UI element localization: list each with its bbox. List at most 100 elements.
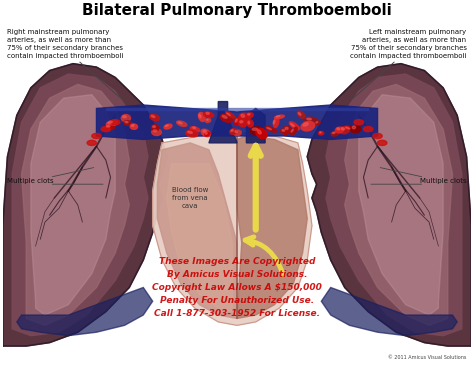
Polygon shape xyxy=(321,287,457,336)
Ellipse shape xyxy=(303,123,308,126)
Polygon shape xyxy=(237,136,307,318)
Polygon shape xyxy=(97,105,377,139)
Polygon shape xyxy=(307,64,471,346)
Ellipse shape xyxy=(108,122,112,123)
Ellipse shape xyxy=(291,127,297,135)
Ellipse shape xyxy=(344,126,356,132)
Ellipse shape xyxy=(301,122,315,131)
Ellipse shape xyxy=(285,127,288,130)
Ellipse shape xyxy=(92,134,101,139)
Ellipse shape xyxy=(206,133,207,134)
Ellipse shape xyxy=(246,113,253,118)
Text: Blood flow
from vena
cava: Blood flow from vena cava xyxy=(172,187,209,209)
Ellipse shape xyxy=(132,124,134,127)
Ellipse shape xyxy=(337,128,339,130)
Text: Left mainstream pulmonary
arteries, as well as more than
75% of their secondary : Left mainstream pulmonary arteries, as w… xyxy=(350,29,466,59)
Ellipse shape xyxy=(227,113,230,115)
Ellipse shape xyxy=(230,128,237,134)
Polygon shape xyxy=(153,132,312,325)
Text: © 2011 Amicus Visual Solutions: © 2011 Amicus Visual Solutions xyxy=(388,355,466,360)
Ellipse shape xyxy=(152,125,159,131)
Ellipse shape xyxy=(283,126,292,133)
Ellipse shape xyxy=(178,122,182,124)
Ellipse shape xyxy=(352,126,356,129)
Ellipse shape xyxy=(291,123,294,127)
Ellipse shape xyxy=(332,132,335,134)
Ellipse shape xyxy=(150,114,159,121)
Ellipse shape xyxy=(307,118,311,120)
Ellipse shape xyxy=(205,119,211,123)
Ellipse shape xyxy=(103,126,115,130)
Ellipse shape xyxy=(240,121,243,123)
Ellipse shape xyxy=(153,130,157,132)
Ellipse shape xyxy=(248,121,250,124)
Ellipse shape xyxy=(346,127,350,129)
Ellipse shape xyxy=(335,127,344,133)
Ellipse shape xyxy=(273,118,279,128)
Ellipse shape xyxy=(341,128,345,130)
Ellipse shape xyxy=(297,111,305,118)
Ellipse shape xyxy=(121,115,130,122)
Ellipse shape xyxy=(319,131,324,135)
Ellipse shape xyxy=(130,124,137,129)
Ellipse shape xyxy=(233,130,241,135)
Ellipse shape xyxy=(124,121,132,125)
Polygon shape xyxy=(17,287,153,336)
Ellipse shape xyxy=(265,126,277,132)
Ellipse shape xyxy=(319,132,321,133)
Ellipse shape xyxy=(235,131,237,132)
Ellipse shape xyxy=(235,117,241,126)
Polygon shape xyxy=(345,84,453,325)
Ellipse shape xyxy=(201,129,210,137)
Polygon shape xyxy=(326,74,462,336)
Ellipse shape xyxy=(280,129,288,134)
Ellipse shape xyxy=(165,125,168,127)
Ellipse shape xyxy=(203,112,214,117)
Ellipse shape xyxy=(250,127,263,135)
Ellipse shape xyxy=(152,129,161,135)
Ellipse shape xyxy=(203,130,206,132)
Ellipse shape xyxy=(164,124,172,129)
Ellipse shape xyxy=(373,134,382,139)
Ellipse shape xyxy=(315,121,320,125)
Ellipse shape xyxy=(106,126,110,127)
Ellipse shape xyxy=(340,127,349,134)
Ellipse shape xyxy=(151,115,155,117)
Ellipse shape xyxy=(354,120,364,125)
Ellipse shape xyxy=(220,114,233,122)
Ellipse shape xyxy=(331,131,338,136)
Title: Bilateral Pulmonary Thromboemboli: Bilateral Pulmonary Thromboemboli xyxy=(82,3,392,18)
Ellipse shape xyxy=(238,120,247,127)
Ellipse shape xyxy=(193,127,196,129)
Polygon shape xyxy=(157,143,237,318)
Ellipse shape xyxy=(125,122,128,123)
Ellipse shape xyxy=(247,113,250,115)
Ellipse shape xyxy=(298,112,301,115)
Ellipse shape xyxy=(231,130,233,131)
Ellipse shape xyxy=(256,128,267,139)
Ellipse shape xyxy=(206,112,209,114)
Polygon shape xyxy=(12,74,148,336)
Ellipse shape xyxy=(188,131,192,133)
Ellipse shape xyxy=(101,127,110,132)
Text: Right mainstream pulmonary
arteries, as well as more than
75% of their secondary: Right mainstream pulmonary arteries, as … xyxy=(8,29,124,59)
Ellipse shape xyxy=(257,130,261,134)
Ellipse shape xyxy=(350,125,361,132)
Text: Multiple clots: Multiple clots xyxy=(8,178,54,184)
Ellipse shape xyxy=(177,121,187,126)
Ellipse shape xyxy=(247,120,253,127)
Ellipse shape xyxy=(87,140,97,145)
Ellipse shape xyxy=(305,117,317,123)
Polygon shape xyxy=(359,95,443,315)
Ellipse shape xyxy=(206,119,208,120)
Ellipse shape xyxy=(289,122,300,130)
Ellipse shape xyxy=(222,115,227,118)
Ellipse shape xyxy=(110,120,120,125)
Polygon shape xyxy=(21,84,129,325)
Ellipse shape xyxy=(274,115,284,119)
Ellipse shape xyxy=(106,120,118,127)
Ellipse shape xyxy=(291,129,293,132)
Ellipse shape xyxy=(199,112,205,122)
Ellipse shape xyxy=(190,127,200,132)
Ellipse shape xyxy=(199,114,201,118)
